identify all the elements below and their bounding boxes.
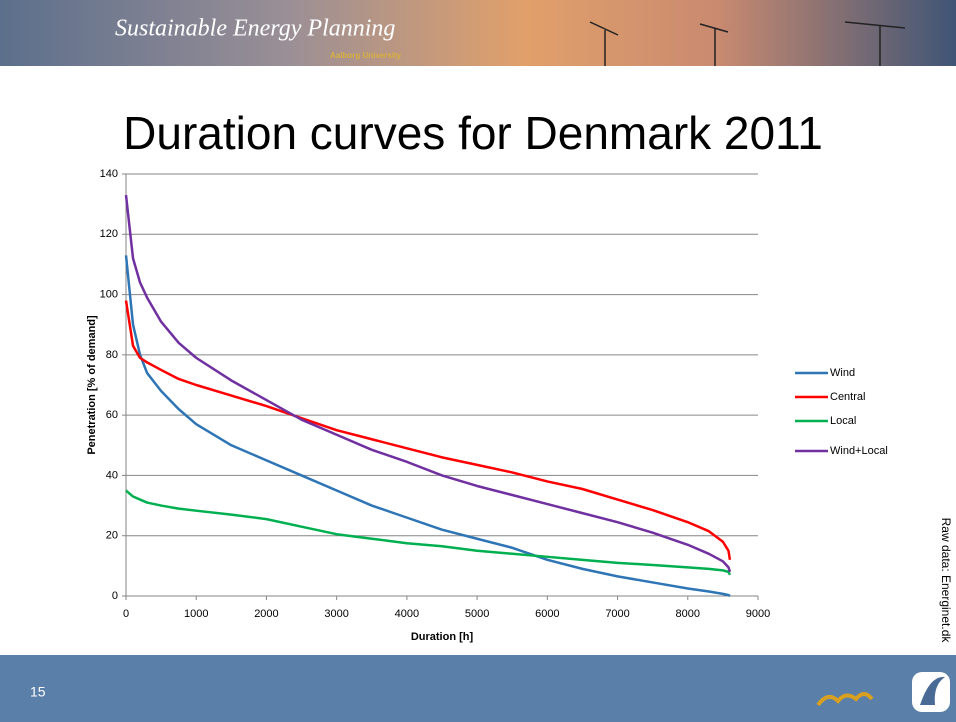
y-tick-label: 60 [106,409,118,421]
x-tick-label: 2000 [254,608,278,620]
footer-band [0,655,956,722]
y-tick-label: 140 [100,168,118,180]
header-subtitle: Aalborg University [330,51,402,60]
x-tick-label: 6000 [535,608,559,620]
x-tick-label: 5000 [465,608,489,620]
legend-label: Wind+Local [830,445,888,457]
x-tick-label: 8000 [676,608,700,620]
legend-label: Wind [830,367,855,379]
y-tick-label: 120 [100,228,118,240]
y-tick-label: 0 [112,590,118,602]
header-title: Sustainable Energy Planning [115,16,395,42]
x-tick-label: 7000 [605,608,629,620]
y-tick-label: 20 [106,530,118,542]
x-tick-label: 9000 [746,608,770,620]
plot: 0 20 40 60 80 100 120 140 0 1000 2000 3000 4000 5000 6… [86,168,888,643]
series-line [126,195,730,572]
y-tick-label: 80 [106,349,118,361]
slide-number: 15 [30,684,46,700]
page: {"header": {"title": "Sustainable Energy… [0,0,956,722]
series-line [126,491,730,575]
y-tick-label: 100 [100,288,118,300]
x-axis-label: Duration [h] [411,631,474,643]
x-tick-label: 3000 [324,608,348,620]
chart-title: Duration curves for Denmark 2011 [123,107,823,159]
x-tick-label: 0 [123,608,129,620]
slide: Sustainable Energy Planning Aalborg Univ… [0,0,956,722]
legend-label: Central [830,391,865,403]
legend-label: Local [830,415,856,427]
y-tick-label: 40 [106,469,118,481]
source-note: Raw data: Energinet.dk [939,518,953,644]
x-tick-label: 1000 [184,608,208,620]
series-line [126,301,730,560]
y-axis-label: Penetration [% of demand] [86,315,98,455]
x-tick-label: 4000 [395,608,419,620]
